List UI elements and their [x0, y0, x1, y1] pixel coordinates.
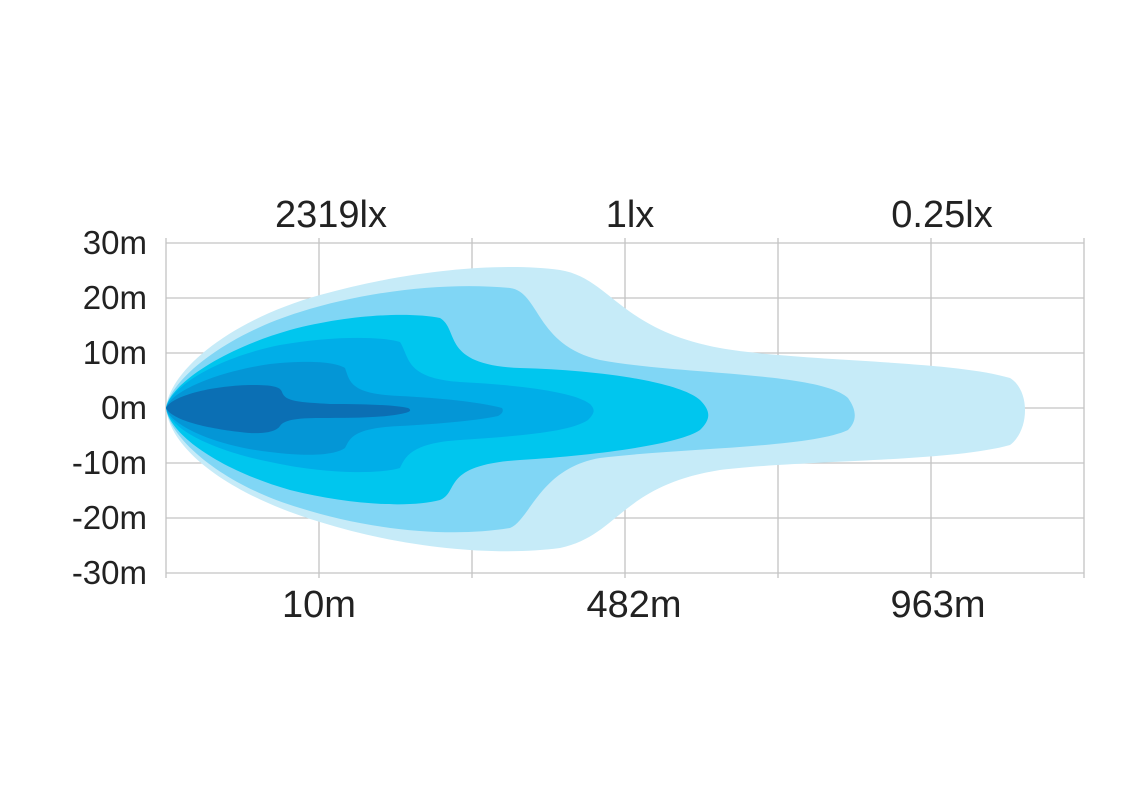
distance-label: 482m	[586, 584, 681, 626]
y-tick-label: 0m	[101, 389, 147, 426]
y-tick-label: 30m	[83, 224, 147, 261]
y-tick-label: -30m	[72, 554, 147, 591]
y-tick-label: 20m	[83, 279, 147, 316]
lux-label: 2319lx	[275, 194, 387, 236]
y-axis: 30m 20m 10m 0m -10m -20m -30m	[72, 224, 147, 591]
lux-label: 0.25lx	[891, 194, 992, 236]
y-tick-label: -10m	[72, 444, 147, 481]
distance-label: 963m	[890, 584, 985, 626]
y-tick-label: 10m	[83, 334, 147, 371]
lux-label: 1lx	[606, 194, 655, 236]
distance-labels: 10m 482m 963m	[282, 584, 985, 626]
lux-labels: 2319lx 1lx 0.25lx	[275, 194, 993, 236]
illumination-zones	[166, 267, 1025, 552]
y-tick-label: -20m	[72, 499, 147, 536]
zone-hotspot	[166, 385, 411, 434]
distance-label: 10m	[282, 584, 356, 626]
